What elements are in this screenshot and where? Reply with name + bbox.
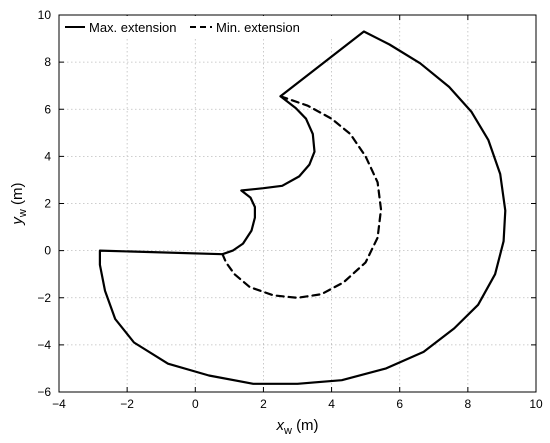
y-axis-label-main: y: [9, 216, 26, 226]
y-tick-label: −4: [37, 338, 51, 352]
x-tick-label: 10: [529, 397, 543, 411]
y-tick-label: 10: [38, 8, 52, 22]
y-tick-label: 2: [44, 197, 51, 211]
legend-label-max-extension: Max. extension: [89, 20, 176, 35]
y-tick-label: 6: [44, 102, 51, 116]
x-axis-label-main: x: [275, 417, 284, 434]
y-tick-label: −2: [37, 291, 51, 305]
x-axis-label: xw (m): [275, 417, 318, 437]
x-tick-label: 6: [396, 397, 403, 411]
x-tick-label: 8: [465, 397, 472, 411]
grid-layer: [59, 15, 536, 392]
y-tick-label: 0: [44, 244, 51, 258]
x-tick-label: 2: [260, 397, 267, 411]
x-axis-label-subscript: w: [283, 425, 292, 437]
y-tick-label: 8: [44, 55, 51, 69]
x-tick-label: −4: [52, 397, 66, 411]
x-tick-label: −2: [120, 397, 134, 411]
series-layer: [98, 30, 507, 385]
x-axis-label-unit: (m): [296, 417, 319, 434]
y-axis-label: yw (m): [9, 182, 29, 225]
x-tick-label: 4: [328, 397, 335, 411]
series-line-min-extension: [221, 95, 383, 299]
y-tick-label: −6: [37, 385, 51, 399]
y-axis-label-subscript: w: [17, 209, 29, 218]
y-axis-label-unit: (m): [9, 182, 26, 205]
y-tick-label: 4: [44, 149, 51, 163]
x-tick-label: 0: [192, 397, 199, 411]
legend-label-min-extension: Min. extension: [216, 20, 300, 35]
legend: Max. extension Min. extension: [60, 16, 346, 38]
series-line-max-extension: [98, 30, 507, 385]
